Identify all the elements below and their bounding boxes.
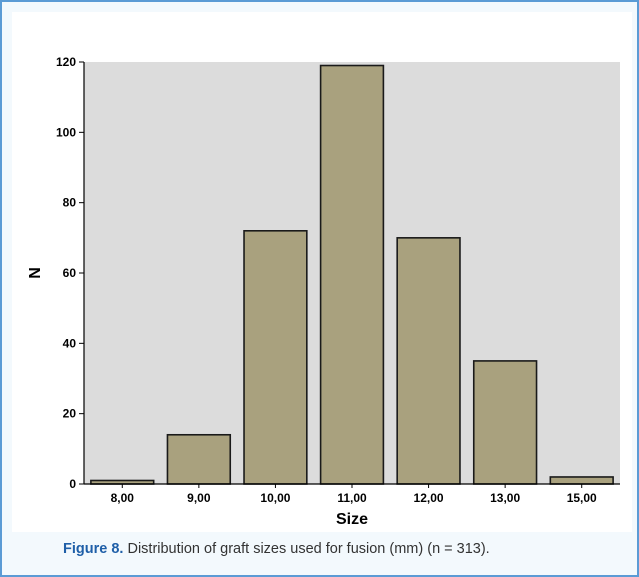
figure-caption: Figure 8. Distribution of graft sizes us… — [63, 541, 490, 557]
y-tick-label: 40 — [63, 336, 77, 350]
x-axis-title: Size — [336, 511, 368, 528]
y-axis-title: N — [27, 267, 44, 279]
bar-9,00 — [166, 433, 232, 485]
chart-panel: 8,00 9,00 10,00 11,00 12,00 13,00 15,00 0 20 40 60… — [12, 12, 632, 532]
x-tick-label: 13,00 — [490, 491, 520, 505]
bar-10,00 — [243, 230, 308, 485]
bar-13,00 — [472, 360, 538, 485]
y-tick-label: 100 — [56, 125, 76, 139]
bar-12,00 — [396, 237, 461, 485]
bar-11,00 — [319, 64, 385, 485]
x-tick-label: 9,00 — [187, 491, 211, 505]
caption-label: Figure 8. — [63, 541, 124, 557]
x-tick-label: 12,00 — [414, 491, 444, 505]
y-tick-label: 20 — [63, 407, 77, 421]
bar-15,00 — [549, 476, 614, 485]
x-tick-label: 15,00 — [567, 491, 597, 505]
y-tick-label: 80 — [63, 196, 77, 210]
x-tick-label: 11,00 — [337, 491, 367, 505]
y-tick-label: 0 — [69, 477, 76, 491]
y-tick-label: 120 — [56, 55, 76, 69]
bar-chart: 8,00 9,00 10,00 11,00 12,00 13,00 15,00 0 20 40 60… — [27, 55, 620, 528]
y-tick-label: 60 — [63, 266, 77, 280]
caption-text: Distribution of graft sizes used for fus… — [127, 541, 490, 557]
x-tick-label: 10,00 — [260, 491, 290, 505]
x-tick-label: 8,00 — [111, 491, 135, 505]
